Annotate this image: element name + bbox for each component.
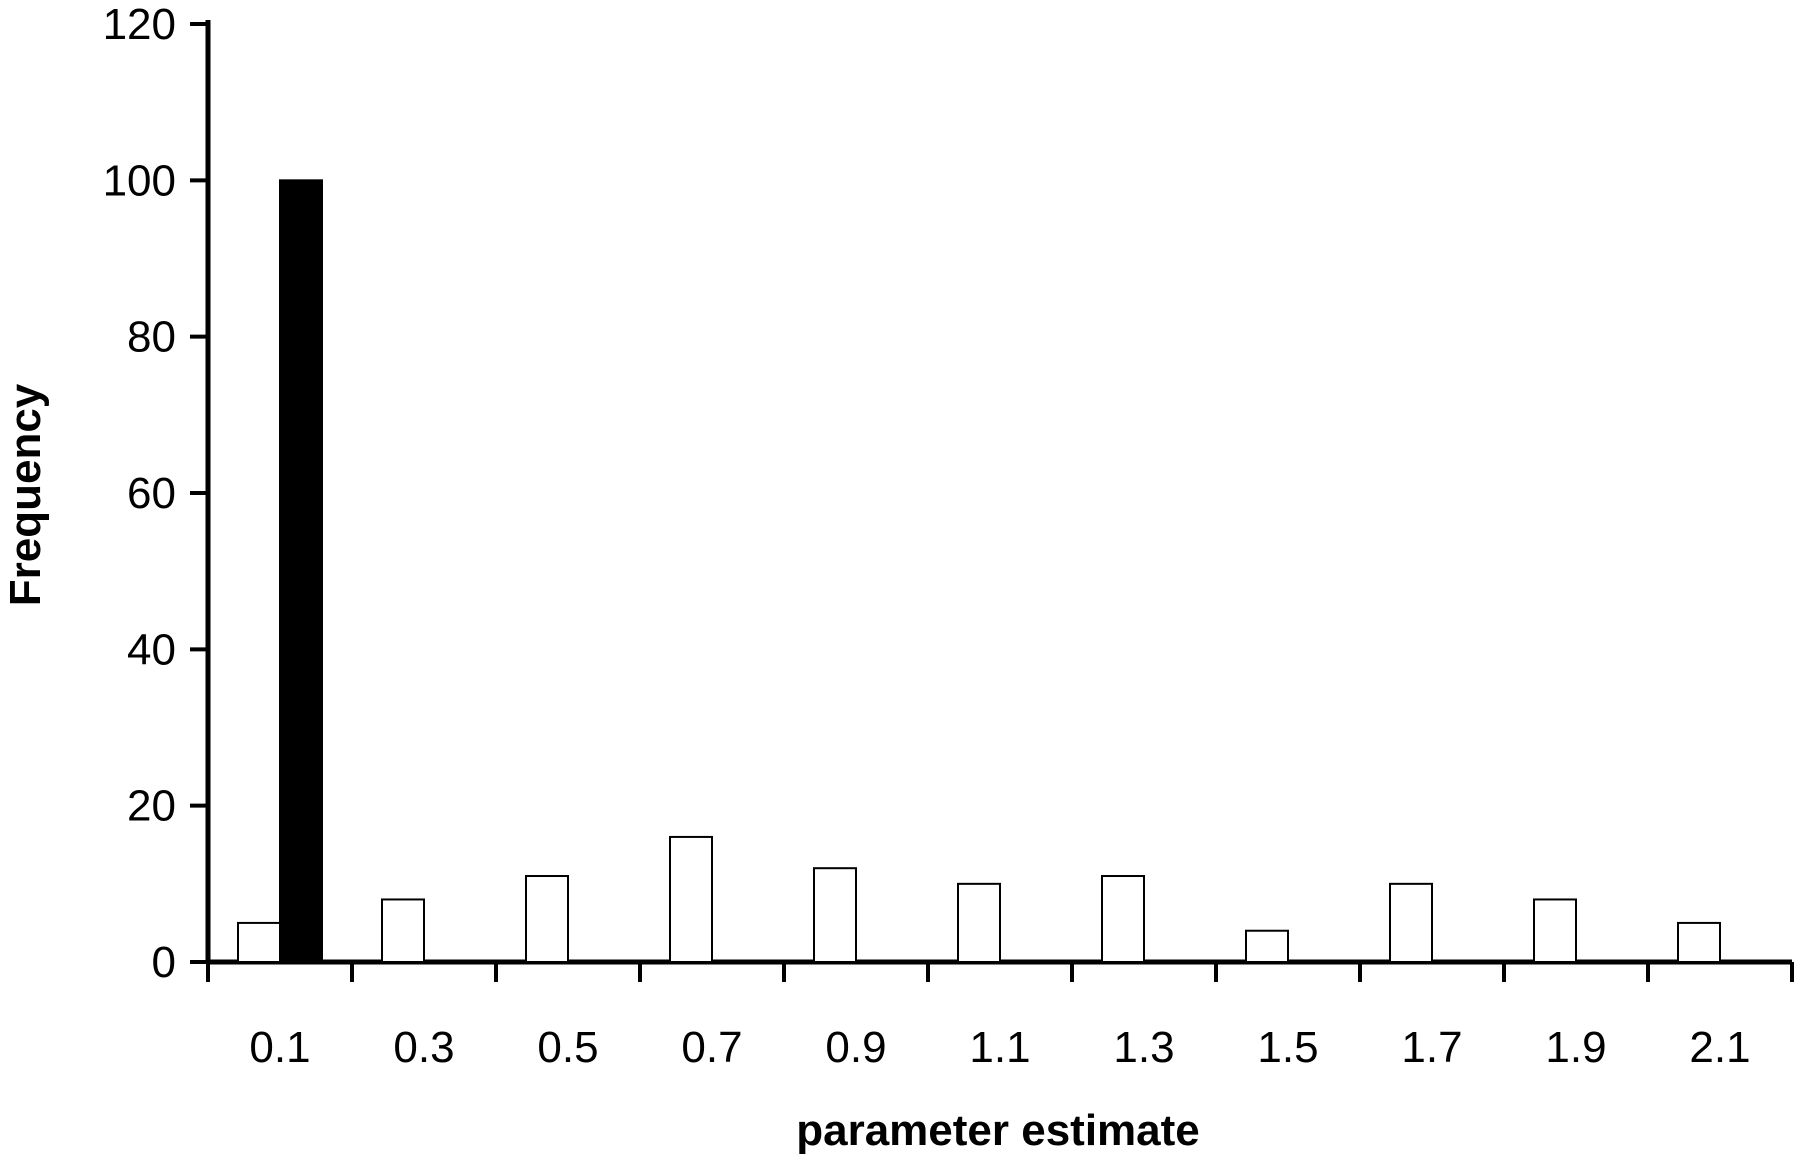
bar-0.7-series-1 [669, 835, 713, 964]
x-tick-label: 1.9 [1545, 1023, 1606, 1072]
x-tick-label: 0.9 [825, 1023, 886, 1072]
bar-1.7-series-1 [1389, 882, 1433, 963]
x-tick-label: 1.1 [969, 1023, 1030, 1072]
x-tick-label: 0.3 [393, 1023, 454, 1072]
y-tick-label: 20 [127, 782, 176, 831]
bar-1.5-series-1 [1245, 929, 1289, 964]
y-tick-label: 60 [127, 469, 176, 518]
bar-1.3-series-1 [1101, 875, 1145, 963]
x-tick-label: 2.1 [1689, 1023, 1750, 1072]
x-tick-label: 0.5 [537, 1023, 598, 1072]
ticks: 0 20 40 60 80 100 120 0.1 0.3 0.5 0.7 0.9 1.1 1.3 1.5 1… [103, 0, 1794, 1072]
x-tick-label: 0.1 [249, 1023, 310, 1072]
y-tick-label: 100 [103, 156, 176, 205]
y-tick-label: 40 [127, 625, 176, 674]
y-tick-label: 120 [103, 0, 176, 49]
bar-0.3-series-1 [381, 898, 425, 964]
bar-0.5-series-1 [525, 875, 569, 963]
y-axis-title: Frequency [1, 383, 50, 606]
x-tick-label: 0.7 [681, 1023, 742, 1072]
bars [237, 179, 1721, 964]
axes [205, 20, 1792, 965]
x-tick-label: 1.3 [1113, 1023, 1174, 1072]
x-tick-label: 1.7 [1401, 1023, 1462, 1072]
bar-2.1-series-1 [1677, 921, 1721, 964]
bar-1.9-series-1 [1533, 898, 1577, 964]
x-axis-title: parameter estimate [796, 1106, 1200, 1155]
y-tick-label: 0 [152, 938, 176, 987]
x-tick-label: 1.5 [1257, 1023, 1318, 1072]
bar-0.1-series-1 [237, 921, 281, 964]
bar-1.1-series-1 [957, 882, 1001, 963]
y-tick-label: 80 [127, 313, 176, 362]
bar-0.1-series-2 [279, 179, 323, 964]
bar-0.9-series-1 [813, 867, 857, 964]
